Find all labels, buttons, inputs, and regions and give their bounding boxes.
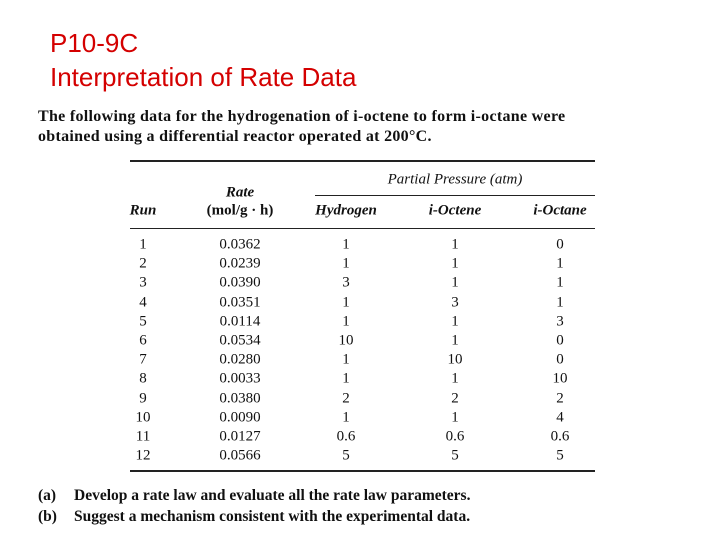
table-cell: 10 — [135, 409, 151, 426]
table-cell: 2 — [139, 255, 147, 272]
table-cell: 8 — [139, 370, 147, 387]
table-cell: 0 — [556, 351, 564, 368]
table-rule — [130, 228, 595, 229]
table-cell: 1 — [451, 274, 459, 291]
table-cell: 5 — [139, 313, 147, 330]
table-cell: 0.0362 — [219, 236, 261, 253]
table-cell: 1 — [342, 370, 350, 387]
column-header: Rate — [225, 184, 255, 201]
table-rule — [315, 195, 595, 196]
question: (a) Develop a rate law and evaluate all t… — [38, 487, 470, 505]
table-cell: 1 — [556, 294, 564, 311]
table-cell: 0.0239 — [219, 255, 261, 272]
question-label: (b) — [38, 508, 57, 525]
question-label: (a) — [38, 487, 57, 504]
intro-line: obtained using a differential reactor op… — [38, 128, 432, 145]
table-cell: 5 — [342, 447, 350, 464]
table-cell: 0.0127 — [219, 428, 261, 445]
column-header: i-Octane — [533, 202, 587, 219]
table-cell: 1 — [451, 313, 459, 330]
table-cell: 0.0380 — [219, 390, 261, 407]
table-cell: 0.0033 — [219, 370, 261, 387]
table-cell: 0.0280 — [219, 351, 261, 368]
column-header: i-Octene — [428, 202, 482, 219]
table-cell: 1 — [451, 409, 459, 426]
table-cell: 0 — [556, 332, 564, 349]
table-cell: 0.0351 — [219, 294, 261, 311]
table-cell: 10 — [447, 351, 463, 368]
table-cell: 1 — [342, 236, 350, 253]
group-header: Partial Pressure (atm) — [387, 171, 523, 188]
table-cell: 1 — [556, 274, 564, 291]
table-cell: 3 — [342, 274, 350, 291]
table-cell: 7 — [139, 351, 147, 368]
table-cell: 0.0534 — [219, 332, 261, 349]
question-text: Suggest a mechanism consistent with the … — [74, 508, 471, 525]
table-cell: 1 — [342, 294, 350, 311]
table-cell: 4 — [556, 409, 564, 426]
table-cell: 5 — [556, 447, 564, 464]
table-cell: 3 — [139, 274, 147, 291]
table-cell: 2 — [342, 390, 350, 407]
table-cell: 0 — [556, 236, 564, 253]
table-cell: 2 — [556, 390, 564, 407]
table-cell: 1 — [139, 236, 147, 253]
table-cell: 10 — [338, 332, 354, 349]
table-cell: 1 — [556, 255, 564, 272]
table-cell: 1 — [451, 236, 459, 253]
table-cell: 3 — [556, 313, 564, 330]
table-cell: 1 — [342, 313, 350, 330]
table-cell: 1 — [451, 332, 459, 349]
table-cell: 10 — [552, 370, 568, 387]
table-cell: 4 — [139, 294, 147, 311]
slide-code: P10-9C — [50, 28, 139, 58]
slide-title: Interpretation of Rate Data — [50, 62, 357, 92]
column-header: Hydrogen — [315, 202, 377, 219]
table-rule — [130, 470, 595, 472]
table-cell: 11 — [135, 428, 151, 445]
table-cell: 2 — [451, 390, 459, 407]
column-header: (mol/g · h) — [206, 202, 274, 219]
table-rule — [130, 160, 595, 162]
table-cell: 1 — [342, 255, 350, 272]
table-cell: 9 — [139, 390, 147, 407]
table-cell: 0.6 — [445, 428, 465, 445]
table-cell: 1 — [451, 370, 459, 387]
table-cell: 6 — [139, 332, 147, 349]
table-cell: 12 — [135, 447, 151, 464]
table-cell: 5 — [451, 447, 459, 464]
table-cell: 1 — [342, 409, 350, 426]
intro-line: The following data for the hydrogenation… — [38, 108, 566, 125]
table-cell: 0.6 — [336, 428, 356, 445]
question: (b) Suggest a mechanism consistent with t… — [38, 508, 470, 526]
table-cell: 0.6 — [550, 428, 570, 445]
table-cell: 3 — [451, 294, 459, 311]
table-cell: 1 — [342, 351, 350, 368]
table-cell: 0.0090 — [219, 409, 261, 426]
table-cell: 0.0390 — [219, 274, 261, 291]
column-header: Run — [129, 202, 157, 219]
table-cell: 1 — [451, 255, 459, 272]
table-cell: 0.0566 — [219, 447, 261, 464]
question-text: Develop a rate law and evaluate all the … — [74, 487, 471, 504]
table-cell: 0.0114 — [219, 313, 261, 330]
